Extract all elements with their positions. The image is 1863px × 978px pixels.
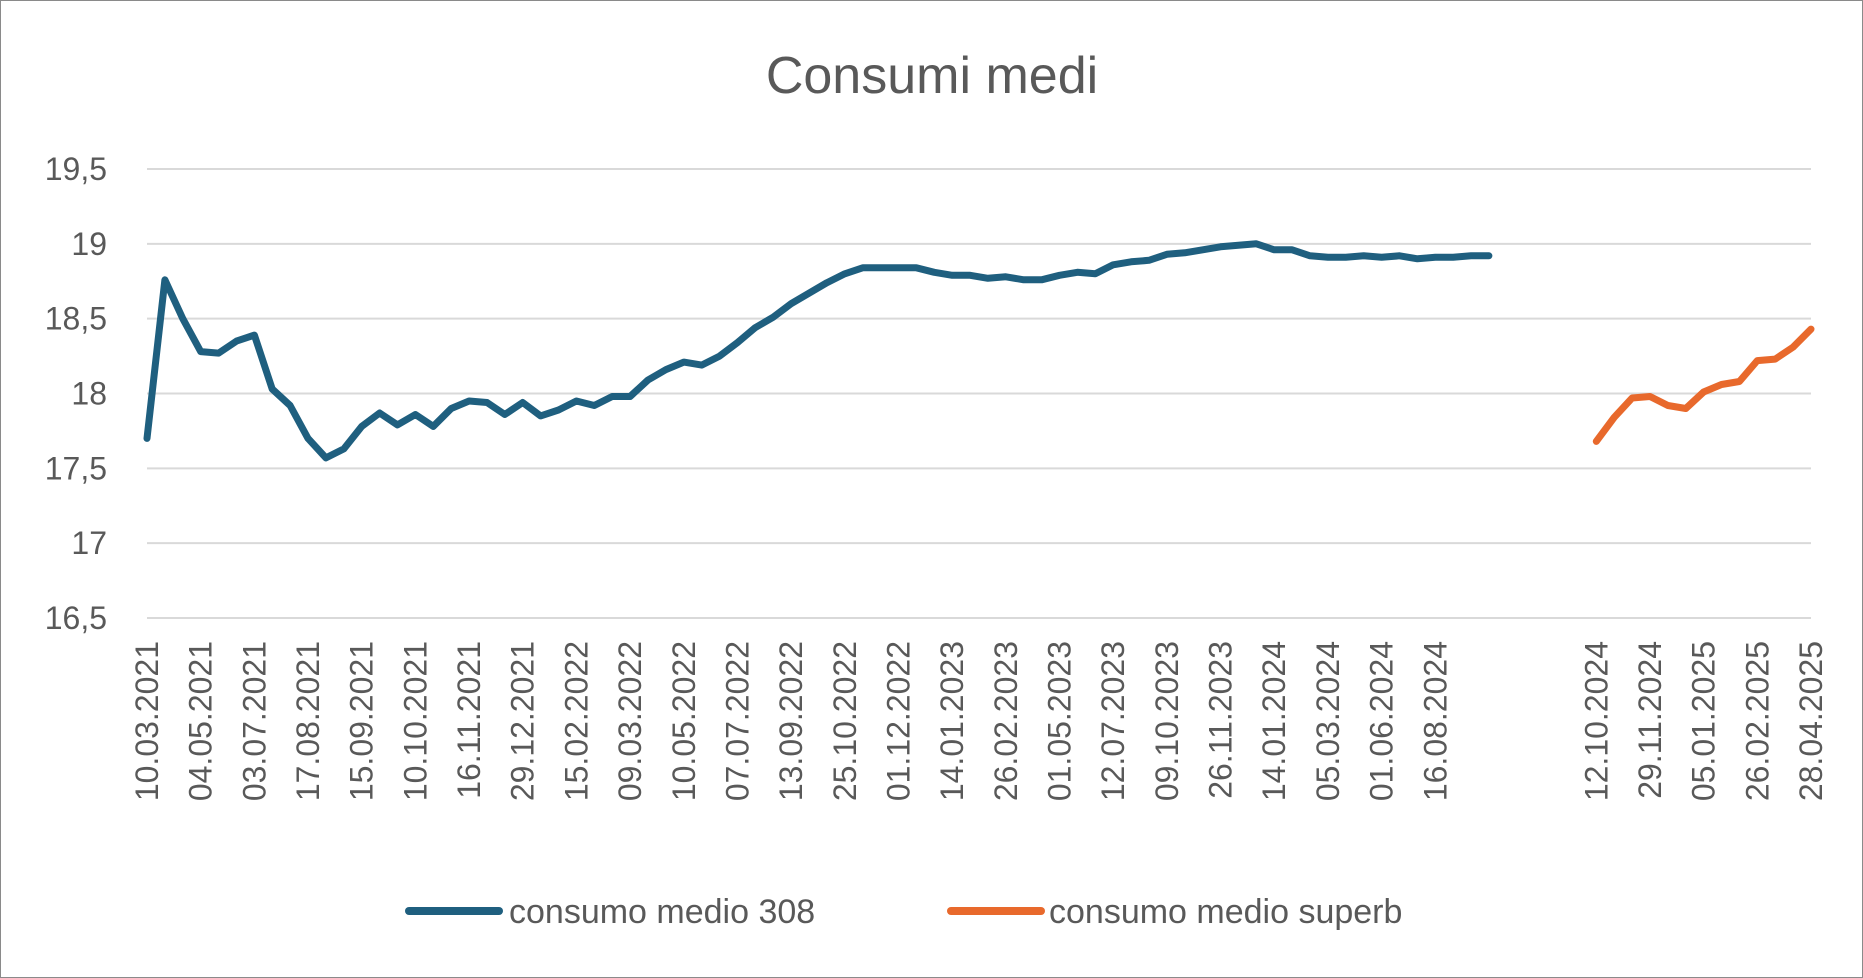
x-tick-label: 13.09.2022 (773, 641, 809, 801)
x-tick-label: 07.07.2022 (719, 641, 755, 801)
y-tick-label: 18,5 (45, 301, 107, 337)
x-tick-label: 09.03.2022 (612, 641, 648, 801)
legend: consumo medio 308 consumo medio superb (405, 893, 1402, 931)
y-tick-label: 19 (71, 226, 107, 262)
x-tick-label: 26.02.2025 (1739, 641, 1775, 801)
series-line-superb (1592, 325, 1815, 445)
y-tick-label: 19,5 (45, 151, 107, 187)
x-tick-label: 16.08.2024 (1417, 641, 1453, 801)
x-tick-label: 09.10.2023 (1149, 641, 1185, 801)
x-tick-label: 17.08.2021 (290, 641, 326, 801)
x-tick-label: 01.06.2024 (1364, 641, 1400, 801)
x-tick-label: 26.02.2023 (988, 641, 1024, 801)
x-tick-label: 14.01.2023 (934, 641, 970, 801)
x-tick-label: 12.10.2024 (1578, 641, 1614, 801)
y-axis-ticks: 16,5 17 17,5 18 18,5 19 19,5 (45, 151, 107, 636)
x-tick-label: 16.11.2021 (451, 641, 487, 799)
x-tick-label: 05.01.2025 (1686, 641, 1722, 801)
x-tick-label: 29.11.2024 (1632, 641, 1668, 799)
x-tick-label: 01.12.2022 (880, 641, 916, 801)
x-tick-label: 12.07.2023 (1095, 641, 1131, 801)
legend-label: consumo medio 308 (509, 893, 815, 931)
chart-title: Consumi medi (766, 47, 1098, 105)
series-line-308 (143, 240, 1493, 462)
y-tick-label: 17,5 (45, 450, 107, 486)
x-tick-label: 29.12.2021 (505, 641, 541, 801)
x-tick-label: 01.05.2023 (1042, 641, 1078, 801)
x-tick-label: 15.02.2022 (558, 641, 594, 801)
x-tick-label: 10.05.2022 (666, 641, 702, 801)
x-tick-label: 05.03.2024 (1310, 641, 1346, 801)
y-tick-label: 17 (71, 525, 107, 561)
y-tick-label: 16,5 (45, 600, 107, 636)
x-tick-label: 03.07.2021 (236, 641, 272, 801)
x-axis-ticks: 10.03.2021 04.05.2021 03.07.2021 17.08.2021… (129, 641, 1829, 801)
grid-lines (147, 168, 1811, 619)
x-tick-label: 10.10.2021 (397, 641, 433, 801)
y-tick-label: 18 (71, 376, 107, 412)
x-tick-label: 15.09.2021 (344, 641, 380, 801)
x-tick-label: 28.04.2025 (1793, 641, 1829, 801)
legend-label: consumo medio superb (1049, 893, 1402, 931)
x-tick-label: 10.03.2021 (129, 641, 165, 801)
x-tick-label: 26.11.2023 (1203, 641, 1239, 799)
x-tick-label: 04.05.2021 (183, 641, 219, 801)
x-tick-label: 14.01.2024 (1256, 641, 1292, 801)
x-tick-label: 25.10.2022 (827, 641, 863, 801)
series-lines (143, 240, 1815, 462)
